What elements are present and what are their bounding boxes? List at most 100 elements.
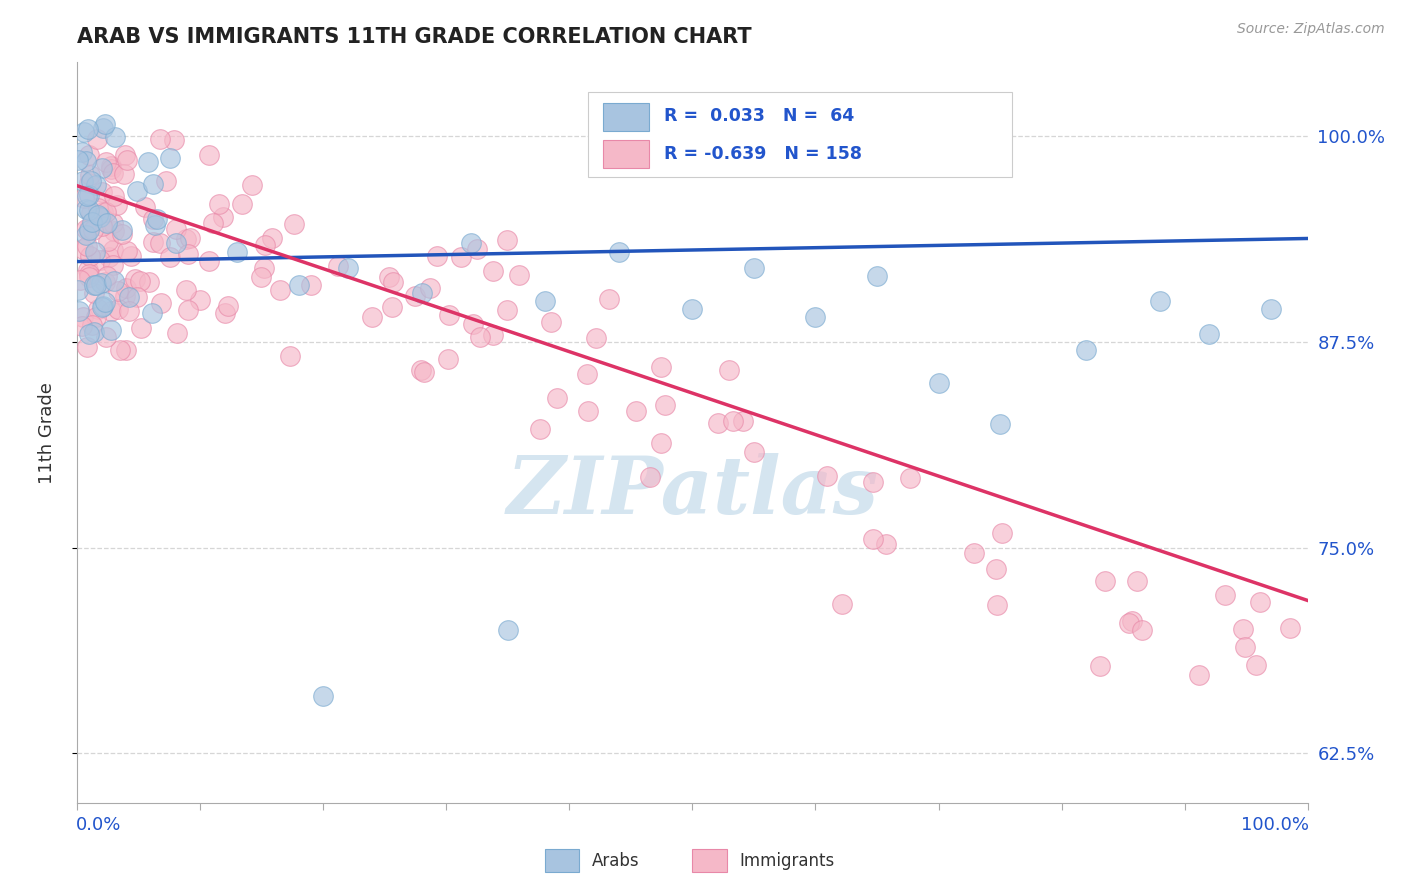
Point bbox=[1094, 574, 1116, 588]
Point bbox=[963, 546, 986, 560]
Point bbox=[288, 277, 311, 292]
Point bbox=[875, 537, 897, 551]
Point bbox=[115, 343, 138, 357]
Point bbox=[174, 232, 197, 246]
Point bbox=[437, 351, 460, 366]
Point bbox=[361, 310, 384, 324]
Point bbox=[682, 302, 704, 317]
Point bbox=[80, 318, 103, 332]
Point bbox=[96, 268, 118, 283]
Point bbox=[450, 250, 472, 264]
Point bbox=[1260, 302, 1282, 317]
Point bbox=[598, 292, 620, 306]
Point bbox=[624, 403, 647, 417]
Point bbox=[72, 310, 94, 324]
Point bbox=[984, 562, 1007, 576]
Point bbox=[986, 598, 1008, 612]
Point bbox=[103, 188, 125, 202]
Point bbox=[94, 155, 117, 169]
Point bbox=[866, 269, 889, 284]
Point bbox=[413, 365, 436, 379]
Point bbox=[496, 623, 519, 637]
Point bbox=[75, 222, 97, 236]
Point bbox=[742, 261, 765, 276]
Point bbox=[100, 322, 122, 336]
Point bbox=[101, 216, 124, 230]
Point bbox=[118, 290, 141, 304]
Point bbox=[481, 264, 503, 278]
Point bbox=[93, 294, 115, 309]
Point bbox=[1198, 326, 1220, 341]
Point bbox=[190, 293, 212, 308]
Point bbox=[142, 211, 165, 226]
Text: 100.0%: 100.0% bbox=[1241, 816, 1309, 834]
Point bbox=[198, 148, 221, 162]
Point bbox=[72, 191, 94, 205]
Point bbox=[91, 185, 114, 199]
Point bbox=[179, 231, 201, 245]
Point bbox=[79, 249, 101, 263]
Point bbox=[159, 250, 181, 264]
Point bbox=[508, 268, 530, 282]
FancyBboxPatch shape bbox=[546, 849, 579, 871]
Text: 0.0%: 0.0% bbox=[76, 816, 121, 834]
Text: ZIPatlas: ZIPatlas bbox=[506, 453, 879, 531]
Point bbox=[136, 155, 159, 169]
Point bbox=[101, 243, 124, 257]
Point bbox=[76, 238, 98, 252]
Point bbox=[654, 398, 676, 412]
Point bbox=[1149, 293, 1171, 308]
Point bbox=[482, 327, 505, 342]
Point bbox=[898, 471, 921, 485]
Text: R =  0.033   N =  64: R = 0.033 N = 64 bbox=[664, 108, 855, 126]
Point bbox=[650, 435, 672, 450]
Point bbox=[114, 148, 136, 162]
Point bbox=[112, 167, 135, 181]
Point bbox=[67, 304, 90, 318]
Point bbox=[337, 261, 360, 276]
Point bbox=[426, 249, 449, 263]
Point bbox=[115, 280, 138, 294]
Point bbox=[111, 223, 134, 237]
Point bbox=[159, 151, 181, 165]
Point bbox=[77, 262, 100, 277]
Point bbox=[77, 122, 100, 136]
Point bbox=[988, 417, 1011, 432]
Point bbox=[75, 202, 97, 216]
Point bbox=[650, 360, 672, 375]
Point bbox=[1232, 622, 1254, 636]
Point bbox=[89, 252, 111, 267]
Point bbox=[496, 302, 519, 317]
Point bbox=[134, 200, 156, 214]
Point bbox=[214, 305, 236, 319]
Point bbox=[382, 275, 405, 289]
Point bbox=[96, 205, 118, 219]
Point bbox=[101, 258, 124, 272]
Point bbox=[165, 221, 187, 235]
Point bbox=[138, 275, 160, 289]
Point bbox=[804, 310, 827, 325]
Point bbox=[468, 330, 491, 344]
Point bbox=[69, 273, 91, 287]
Point bbox=[73, 125, 96, 139]
Point bbox=[77, 269, 100, 284]
Point bbox=[72, 174, 94, 188]
Point bbox=[118, 304, 141, 318]
Point bbox=[411, 285, 433, 300]
Point bbox=[381, 300, 404, 314]
Point bbox=[928, 376, 950, 391]
Point bbox=[638, 469, 661, 483]
Point bbox=[83, 325, 105, 339]
Point bbox=[1130, 623, 1153, 637]
Point bbox=[198, 253, 221, 268]
Point bbox=[77, 223, 100, 237]
Point bbox=[177, 247, 200, 261]
Point bbox=[87, 201, 110, 215]
Point bbox=[1126, 574, 1149, 588]
Point bbox=[76, 189, 98, 203]
FancyBboxPatch shape bbox=[693, 849, 727, 871]
Point bbox=[165, 236, 187, 251]
Point bbox=[377, 270, 399, 285]
Point bbox=[1213, 588, 1236, 602]
Point bbox=[166, 326, 188, 341]
